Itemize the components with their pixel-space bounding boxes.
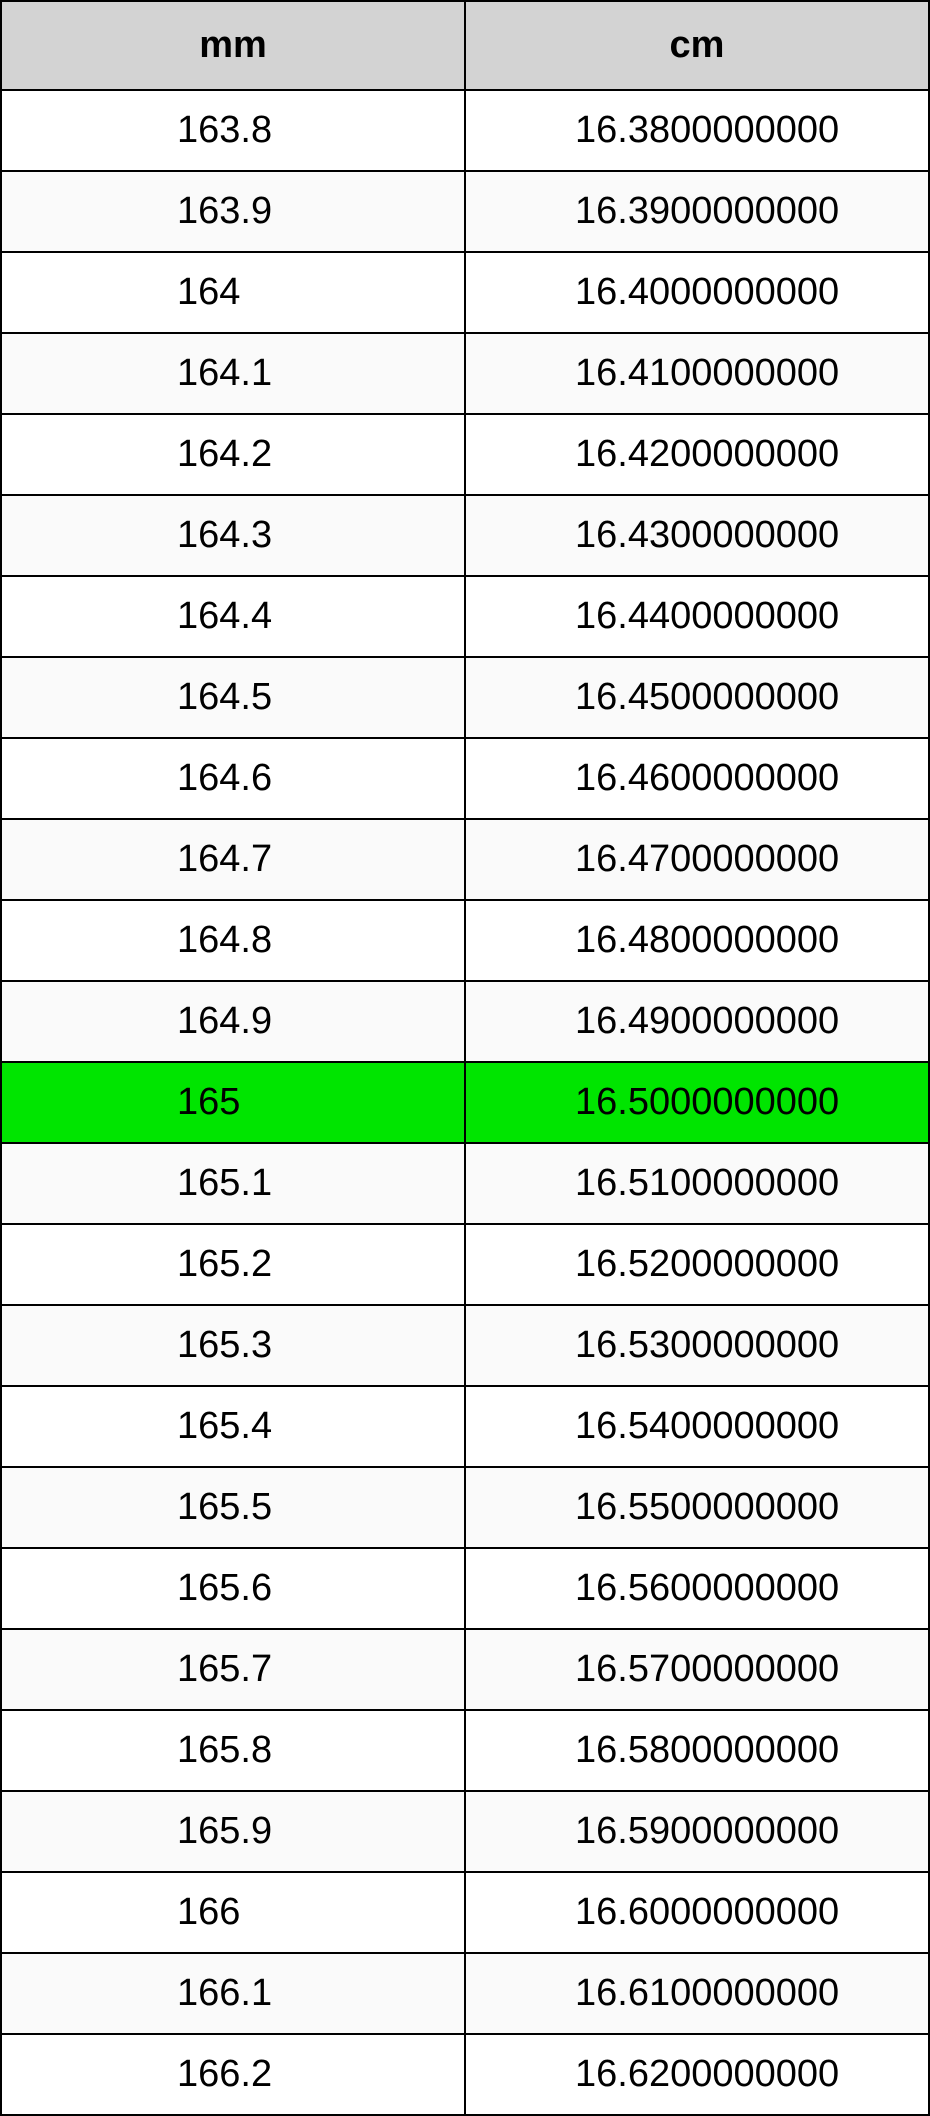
cell-cm: 16.3800000000 [465,90,929,171]
table-row: 164.616.4600000000 [1,738,929,819]
cell-mm: 164.1 [1,333,465,414]
cell-cm: 16.5700000000 [465,1629,929,1710]
cell-cm: 16.5300000000 [465,1305,929,1386]
cell-cm: 16.5800000000 [465,1710,929,1791]
cell-cm: 16.4500000000 [465,657,929,738]
cell-mm: 165.1 [1,1143,465,1224]
cell-cm: 16.4100000000 [465,333,929,414]
cell-cm: 16.5600000000 [465,1548,929,1629]
cell-cm: 16.6100000000 [465,1953,929,2034]
cell-mm: 166 [1,1872,465,1953]
cell-mm: 164.3 [1,495,465,576]
cell-cm: 16.5900000000 [465,1791,929,1872]
cell-cm: 16.4700000000 [465,819,929,900]
table-body: 163.816.3800000000163.916.39000000001641… [1,90,929,2115]
table-row: 164.816.4800000000 [1,900,929,981]
conversion-table: mm cm 163.816.3800000000163.916.39000000… [0,0,930,2116]
table-row: 164.916.4900000000 [1,981,929,1062]
cell-mm: 165.4 [1,1386,465,1467]
table-row: 165.316.5300000000 [1,1305,929,1386]
cell-mm: 164 [1,252,465,333]
table-row: 164.716.4700000000 [1,819,929,900]
cell-mm: 164.7 [1,819,465,900]
table-row: 164.516.4500000000 [1,657,929,738]
cell-mm: 163.9 [1,171,465,252]
table-row: 164.116.4100000000 [1,333,929,414]
cell-cm: 16.4600000000 [465,738,929,819]
cell-mm: 165.7 [1,1629,465,1710]
cell-cm: 16.4300000000 [465,495,929,576]
cell-cm: 16.4800000000 [465,900,929,981]
table-row: 164.316.4300000000 [1,495,929,576]
cell-mm: 164.5 [1,657,465,738]
table-row: 16516.5000000000 [1,1062,929,1143]
table-row: 166.216.6200000000 [1,2034,929,2115]
cell-mm: 164.9 [1,981,465,1062]
cell-cm: 16.3900000000 [465,171,929,252]
cell-cm: 16.4900000000 [465,981,929,1062]
cell-mm: 166.2 [1,2034,465,2115]
cell-cm: 16.5200000000 [465,1224,929,1305]
table-header-row: mm cm [1,1,929,90]
cell-mm: 164.2 [1,414,465,495]
cell-cm: 16.5400000000 [465,1386,929,1467]
table-row: 165.516.5500000000 [1,1467,929,1548]
table-row: 163.916.3900000000 [1,171,929,252]
cell-cm: 16.5100000000 [465,1143,929,1224]
cell-cm: 16.4400000000 [465,576,929,657]
table-row: 165.616.5600000000 [1,1548,929,1629]
table-row: 164.216.4200000000 [1,414,929,495]
table-row: 165.916.5900000000 [1,1791,929,1872]
cell-mm: 164.4 [1,576,465,657]
table-row: 166.116.6100000000 [1,1953,929,2034]
cell-mm: 165.8 [1,1710,465,1791]
cell-cm: 16.4000000000 [465,252,929,333]
table-row: 16616.6000000000 [1,1872,929,1953]
cell-mm: 165.9 [1,1791,465,1872]
table-row: 165.416.5400000000 [1,1386,929,1467]
cell-mm: 166.1 [1,1953,465,2034]
table-row: 165.716.5700000000 [1,1629,929,1710]
cell-mm: 165.6 [1,1548,465,1629]
cell-cm: 16.6200000000 [465,2034,929,2115]
column-header-cm: cm [465,1,929,90]
table-row: 16416.4000000000 [1,252,929,333]
table-row: 165.216.5200000000 [1,1224,929,1305]
cell-mm: 165.5 [1,1467,465,1548]
cell-cm: 16.6000000000 [465,1872,929,1953]
cell-mm: 165 [1,1062,465,1143]
column-header-mm: mm [1,1,465,90]
cell-mm: 165.2 [1,1224,465,1305]
table-row: 165.816.5800000000 [1,1710,929,1791]
table-row: 164.416.4400000000 [1,576,929,657]
cell-cm: 16.4200000000 [465,414,929,495]
table-row: 165.116.5100000000 [1,1143,929,1224]
cell-cm: 16.5000000000 [465,1062,929,1143]
cell-mm: 163.8 [1,90,465,171]
table-row: 163.816.3800000000 [1,90,929,171]
cell-mm: 164.6 [1,738,465,819]
cell-mm: 165.3 [1,1305,465,1386]
cell-mm: 164.8 [1,900,465,981]
cell-cm: 16.5500000000 [465,1467,929,1548]
